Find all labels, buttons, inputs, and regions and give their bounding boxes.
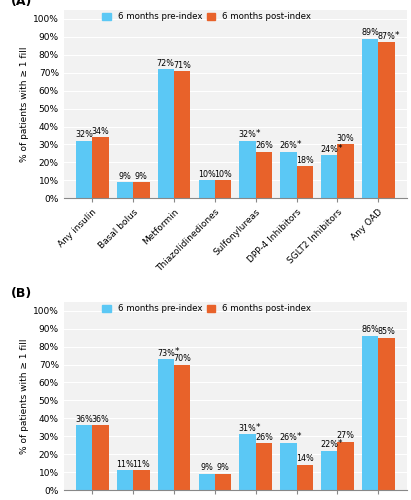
Text: 11%: 11% — [132, 460, 150, 469]
Bar — [133, 182, 150, 198]
Text: 9%: 9% — [200, 464, 213, 472]
Text: 10%: 10% — [198, 170, 216, 179]
Bar — [174, 71, 190, 198]
Bar — [215, 180, 231, 198]
Text: 11%: 11% — [116, 460, 134, 469]
Text: 72%: 72% — [157, 58, 175, 68]
Bar — [362, 38, 378, 198]
Text: *: * — [256, 422, 261, 432]
Text: *: * — [338, 439, 342, 448]
Bar — [280, 152, 297, 198]
Text: 24%: 24% — [320, 145, 338, 154]
Text: 71%: 71% — [173, 60, 191, 70]
Text: 70%: 70% — [173, 354, 191, 363]
Text: 34%: 34% — [92, 127, 109, 136]
Bar — [378, 42, 395, 198]
Text: 32%: 32% — [75, 130, 93, 140]
Text: (B): (B) — [11, 287, 32, 300]
Text: 85%: 85% — [378, 327, 395, 336]
Bar — [92, 426, 109, 490]
Text: *: * — [338, 144, 342, 152]
Text: 30%: 30% — [337, 134, 354, 143]
Text: 9%: 9% — [135, 172, 148, 180]
Bar — [158, 69, 174, 198]
Text: 86%: 86% — [361, 326, 379, 334]
Bar — [256, 444, 272, 490]
Bar — [239, 434, 256, 490]
Bar — [215, 474, 231, 490]
Bar — [321, 450, 337, 490]
Y-axis label: % of patients with ≥ 1 fill: % of patients with ≥ 1 fill — [20, 46, 29, 162]
Bar — [280, 444, 297, 490]
Bar — [337, 144, 354, 198]
Bar — [297, 166, 313, 198]
Bar — [239, 141, 256, 198]
Text: *: * — [174, 348, 179, 356]
Bar — [92, 138, 109, 198]
Text: (A): (A) — [11, 0, 32, 8]
Text: 14%: 14% — [296, 454, 314, 464]
Text: 73%: 73% — [157, 348, 175, 358]
Bar — [133, 470, 150, 490]
Bar — [321, 155, 337, 198]
Text: 31%: 31% — [239, 424, 256, 433]
Bar — [256, 152, 272, 198]
Text: 26%: 26% — [255, 433, 273, 442]
Text: 26%: 26% — [279, 141, 297, 150]
Bar — [362, 336, 378, 490]
Text: 18%: 18% — [296, 156, 314, 164]
Text: 36%: 36% — [75, 415, 93, 424]
Text: 26%: 26% — [255, 141, 273, 150]
Text: *: * — [256, 129, 261, 138]
Text: 36%: 36% — [92, 415, 109, 424]
Text: 89%: 89% — [361, 28, 379, 37]
Text: 27%: 27% — [337, 431, 355, 440]
Bar — [337, 442, 354, 490]
Legend: 6 months pre-index, 6 months post-index: 6 months pre-index, 6 months post-index — [102, 304, 311, 313]
Bar — [199, 474, 215, 490]
Bar — [158, 359, 174, 490]
Text: 26%: 26% — [279, 433, 297, 442]
Bar — [378, 338, 395, 490]
Bar — [174, 364, 190, 490]
Text: 87%: 87% — [378, 32, 395, 41]
Text: 10%: 10% — [214, 170, 232, 179]
Text: 22%: 22% — [320, 440, 338, 449]
Bar — [297, 465, 313, 490]
Text: *: * — [297, 432, 302, 440]
Legend: 6 months pre-index, 6 months post-index: 6 months pre-index, 6 months post-index — [102, 12, 311, 22]
Y-axis label: % of patients with ≥ 1 fill: % of patients with ≥ 1 fill — [20, 338, 29, 454]
Bar — [117, 470, 133, 490]
Text: *: * — [395, 30, 399, 40]
Bar — [117, 182, 133, 198]
Bar — [76, 426, 92, 490]
Text: *: * — [297, 140, 302, 149]
Text: 9%: 9% — [217, 464, 229, 472]
Text: 32%: 32% — [239, 130, 256, 140]
Bar — [76, 141, 92, 198]
Text: 9%: 9% — [118, 172, 132, 180]
Bar — [199, 180, 215, 198]
